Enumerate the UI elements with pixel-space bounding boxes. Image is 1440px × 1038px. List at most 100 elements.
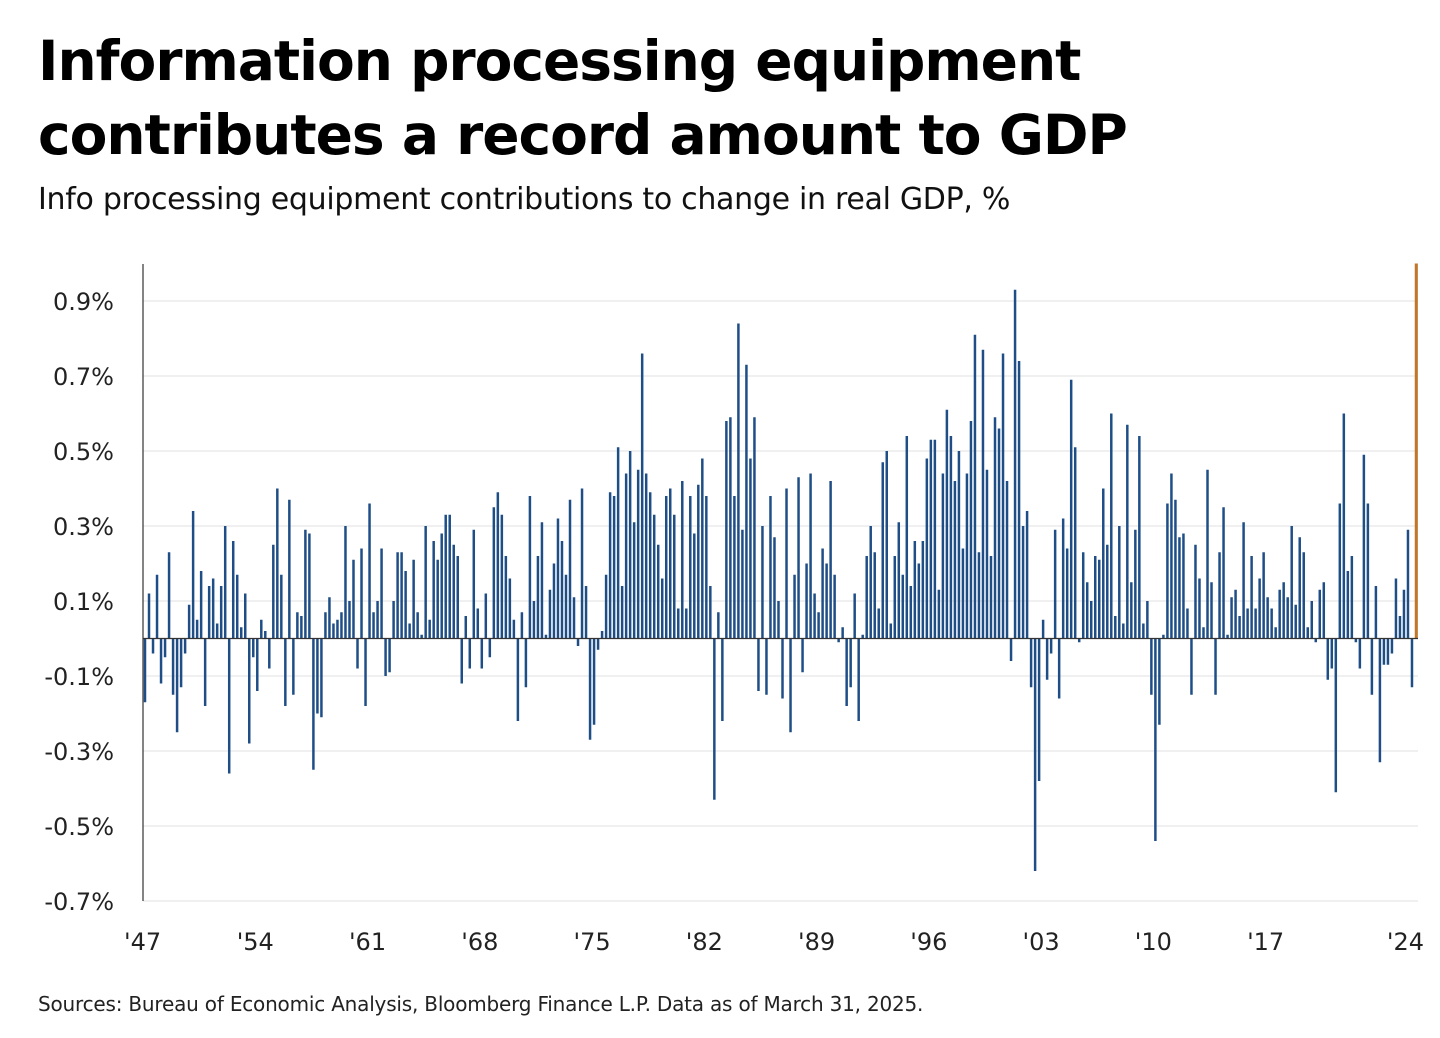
sources-note: Sources: Bureau of Economic Analysis, Bl… <box>38 992 924 1016</box>
x-tick-label: '82 <box>686 928 723 956</box>
bar <box>1182 533 1185 639</box>
bar <box>504 556 508 639</box>
bar <box>476 608 480 639</box>
bar <box>833 574 836 639</box>
bar <box>296 612 299 639</box>
bar <box>1021 526 1025 639</box>
bar <box>757 638 760 691</box>
bar <box>412 559 415 639</box>
bar <box>1053 529 1057 639</box>
bar <box>1314 638 1318 643</box>
bar <box>652 514 656 639</box>
bar <box>1282 582 1285 639</box>
bar <box>1402 589 1406 639</box>
bar <box>227 638 231 774</box>
bar <box>1085 582 1089 639</box>
y-tick-label: -0.1% <box>44 663 114 691</box>
bar <box>500 514 504 639</box>
bar <box>384 638 387 676</box>
bar <box>769 496 772 639</box>
y-tick-label: -0.5% <box>44 813 114 841</box>
y-tick-label: -0.3% <box>44 738 114 766</box>
bar <box>492 507 496 639</box>
bar <box>937 589 941 639</box>
bar <box>1114 616 1117 639</box>
bar <box>1057 638 1061 699</box>
x-tick-label: '03 <box>1023 928 1060 956</box>
bar <box>644 473 648 639</box>
bar <box>175 638 179 733</box>
bar <box>568 499 572 639</box>
bar <box>1214 638 1217 695</box>
bar <box>564 574 568 639</box>
bar <box>219 586 223 639</box>
bar <box>1033 638 1037 871</box>
bar <box>195 619 199 639</box>
bar <box>1318 589 1322 639</box>
bar <box>300 616 303 639</box>
bar <box>556 518 560 639</box>
bar <box>1170 473 1173 639</box>
bar <box>1194 544 1197 639</box>
bar <box>873 552 876 639</box>
bar <box>199 571 203 639</box>
bar <box>179 638 183 688</box>
bar <box>211 578 215 639</box>
bar <box>187 604 191 639</box>
bar <box>709 586 712 639</box>
bar <box>965 473 969 639</box>
bar <box>677 608 680 639</box>
bar <box>244 593 247 639</box>
bar <box>1382 638 1386 665</box>
bar <box>580 488 584 639</box>
bar <box>288 499 291 639</box>
bar-series <box>143 263 1418 871</box>
bar <box>1122 623 1125 639</box>
bar <box>1406 529 1410 639</box>
bar <box>953 481 957 639</box>
bar <box>1142 623 1145 639</box>
bar <box>1410 638 1414 688</box>
bar <box>312 638 315 770</box>
bar <box>949 436 953 639</box>
bar <box>1198 578 1201 639</box>
bar <box>636 469 640 639</box>
bar <box>440 533 443 639</box>
bar <box>1029 638 1033 688</box>
bar <box>1178 537 1181 639</box>
bar <box>364 638 367 706</box>
bar <box>885 451 888 639</box>
bar <box>1258 578 1261 639</box>
bar <box>272 544 275 639</box>
y-tick-label: 0.1% <box>53 588 114 616</box>
bar <box>913 541 917 639</box>
bar <box>697 484 700 639</box>
bar <box>1390 638 1394 654</box>
bar <box>1174 499 1177 639</box>
bar <box>969 421 973 639</box>
bar <box>239 627 243 639</box>
x-tick-label: '68 <box>461 928 498 956</box>
bar <box>215 623 219 639</box>
bar <box>1150 638 1153 695</box>
bar <box>741 529 744 639</box>
bar <box>977 552 981 639</box>
bar <box>592 638 596 725</box>
bar <box>837 638 840 643</box>
bar <box>685 608 688 639</box>
bar <box>508 578 512 639</box>
y-tick-label: 0.7% <box>53 363 114 391</box>
bar <box>817 612 820 639</box>
bar <box>380 548 383 639</box>
bar <box>464 616 468 639</box>
y-tick-label: -0.7% <box>44 888 114 916</box>
bar <box>1166 503 1169 639</box>
bar <box>1009 638 1013 661</box>
bar <box>1077 638 1081 643</box>
bar <box>945 409 949 639</box>
bar <box>881 462 884 639</box>
bar <box>1045 638 1049 680</box>
bar <box>444 514 447 639</box>
y-tick-label: 0.5% <box>53 438 114 466</box>
